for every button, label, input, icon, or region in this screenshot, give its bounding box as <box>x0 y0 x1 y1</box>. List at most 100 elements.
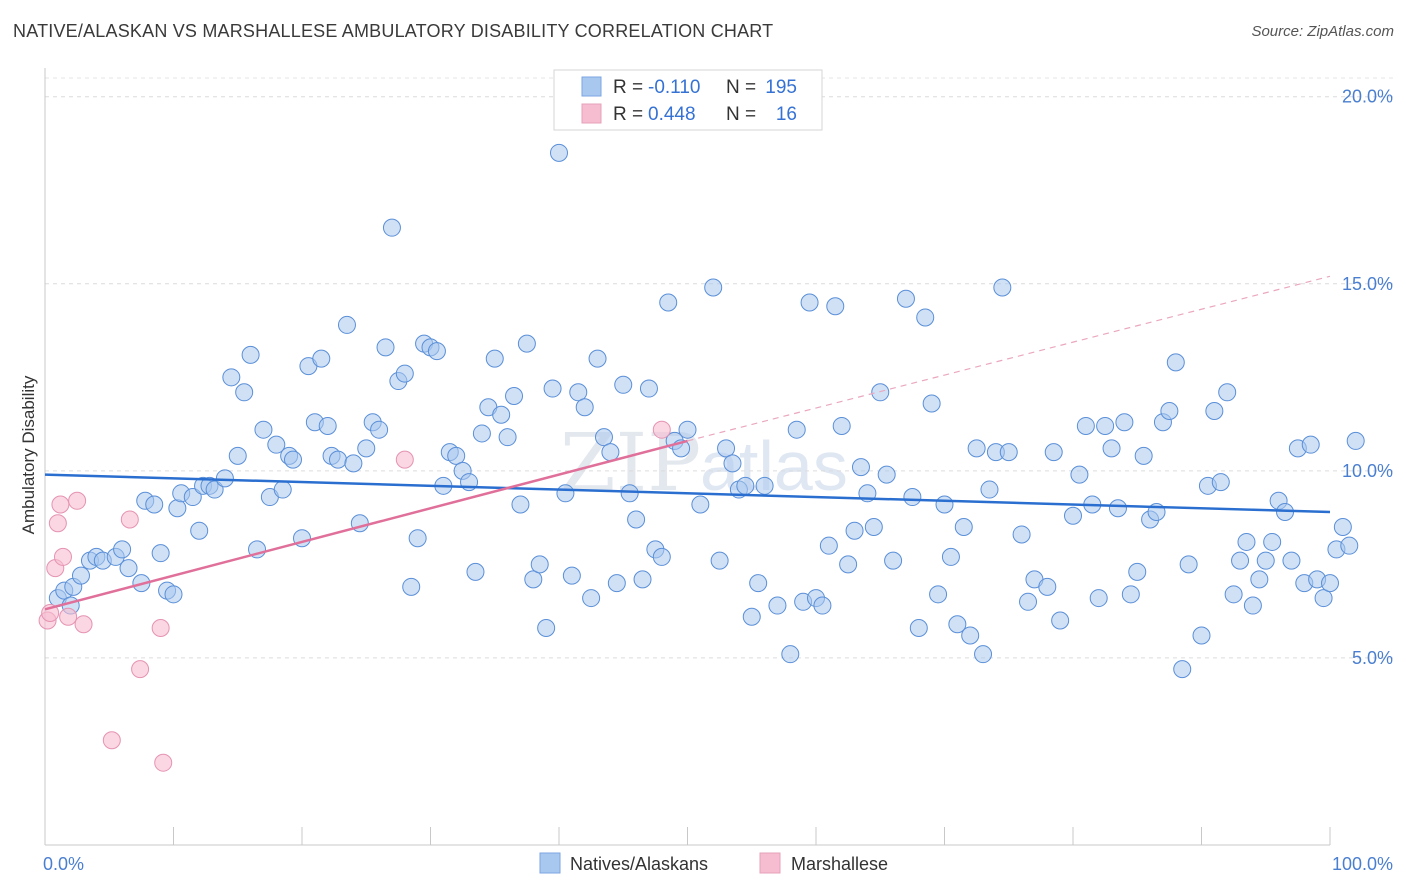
natives-point-54 <box>408 529 427 548</box>
natives-point-135 <box>961 626 980 645</box>
x-tick-label-1: 100.0% <box>1332 854 1393 874</box>
natives-point-26 <box>228 446 247 465</box>
marshallese-point-8 <box>74 615 93 634</box>
natives-point-73 <box>530 555 549 574</box>
natives-point-140 <box>993 278 1012 297</box>
source-label: Source: ZipAtlas.com <box>1251 23 1394 40</box>
natives-point-148 <box>1064 506 1082 525</box>
x-tick-label-0: 0.0% <box>43 854 84 874</box>
natives-point-118 <box>845 521 864 540</box>
natives-point-71 <box>517 334 536 353</box>
legend-n-label-marshallese: N = <box>726 104 756 125</box>
natives-point-173 <box>1231 551 1250 570</box>
natives-points <box>48 143 1365 679</box>
natives-point-60 <box>447 446 466 465</box>
natives-point-191 <box>1346 431 1365 450</box>
natives-point-175 <box>1243 596 1262 615</box>
natives-point-157 <box>1121 585 1140 604</box>
natives-point-78 <box>562 566 581 585</box>
natives-point-98 <box>704 278 723 297</box>
marshallese-point-13 <box>154 753 173 772</box>
natives-point-145 <box>1038 577 1057 596</box>
natives-point-149 <box>1070 465 1089 484</box>
natives-trend-line <box>44 473 1331 514</box>
natives-point-165 <box>1173 660 1192 679</box>
natives-point-186 <box>1314 589 1333 608</box>
marshallese-point-11 <box>131 660 150 679</box>
natives-point-72 <box>524 570 543 589</box>
marshallese-point-6 <box>59 607 78 626</box>
marshallese-points <box>38 420 671 772</box>
legend-swatch-natives <box>581 76 602 97</box>
natives-point-74 <box>537 618 556 637</box>
natives-point-177 <box>1256 551 1275 570</box>
natives-point-134 <box>954 517 973 536</box>
natives-point-90 <box>639 379 658 398</box>
natives-point-44 <box>344 454 363 473</box>
y-tick-label-1: 10.0% <box>1342 461 1393 481</box>
marshallese-trend-line <box>44 439 688 611</box>
natives-point-4 <box>71 566 90 585</box>
natives-point-170 <box>1211 473 1230 492</box>
natives-point-126 <box>903 488 922 507</box>
natives-point-86 <box>614 375 633 394</box>
natives-point-143 <box>1019 592 1038 611</box>
natives-point-107 <box>768 596 787 615</box>
natives-point-171 <box>1218 383 1237 402</box>
legend-n-value-marshallese: 16 <box>776 104 797 125</box>
natives-point-105 <box>749 574 768 593</box>
y-tick-labels: 5.0% 10.0% 15.0% 20.0% <box>1342 87 1393 668</box>
natives-point-40 <box>318 416 337 435</box>
natives-point-164 <box>1166 353 1185 372</box>
natives-point-155 <box>1108 499 1127 518</box>
natives-point-87 <box>620 484 639 503</box>
natives-point-88 <box>627 510 646 529</box>
marshallese-point-15 <box>652 420 671 439</box>
natives-point-158 <box>1128 562 1147 581</box>
marshallese-point-4 <box>51 495 70 514</box>
natives-point-10 <box>119 559 138 578</box>
natives-point-167 <box>1192 626 1211 645</box>
natives-point-104 <box>742 607 761 626</box>
natives-point-103 <box>736 476 755 495</box>
natives-point-114 <box>819 536 838 555</box>
natives-point-14 <box>151 544 170 563</box>
marshallese-point-10 <box>120 510 139 529</box>
natives-point-23 <box>205 480 224 499</box>
natives-point-33 <box>273 480 292 499</box>
natives-point-16 <box>164 585 183 604</box>
natives-point-109 <box>787 420 806 439</box>
marshallese-point-14 <box>395 450 414 469</box>
natives-point-66 <box>485 349 504 368</box>
natives-point-174 <box>1237 532 1256 551</box>
natives-point-96 <box>678 420 697 439</box>
natives-point-32 <box>267 435 286 454</box>
natives-point-187 <box>1321 574 1339 593</box>
natives-point-76 <box>550 143 568 162</box>
natives-point-124 <box>884 551 903 570</box>
natives-point-116 <box>832 416 851 435</box>
natives-point-49 <box>376 338 395 357</box>
natives-point-43 <box>337 315 356 334</box>
natives-point-100 <box>717 439 736 458</box>
natives-point-129 <box>922 394 941 413</box>
bottom-legend-swatch-marshallese <box>759 852 781 874</box>
natives-point-147 <box>1051 611 1070 630</box>
natives-point-137 <box>974 645 993 664</box>
natives-point-25 <box>222 368 241 387</box>
natives-point-67 <box>492 405 511 424</box>
natives-point-77 <box>556 484 575 503</box>
y-tick-label-0: 5.0% <box>1352 648 1393 668</box>
natives-point-70 <box>511 495 530 514</box>
natives-point-163 <box>1160 401 1179 420</box>
legend-r-value-marshallese: 0.448 <box>648 104 696 125</box>
natives-point-89 <box>633 570 652 589</box>
natives-point-156 <box>1115 413 1134 432</box>
chart-title: NATIVE/ALASKAN VS MARSHALLESE AMBULATORY… <box>13 21 774 41</box>
legend-n-value-natives: 195 <box>765 77 797 98</box>
natives-point-42 <box>328 450 347 469</box>
natives-point-83 <box>594 428 613 447</box>
natives-point-99 <box>710 551 729 570</box>
natives-point-20 <box>190 521 209 540</box>
